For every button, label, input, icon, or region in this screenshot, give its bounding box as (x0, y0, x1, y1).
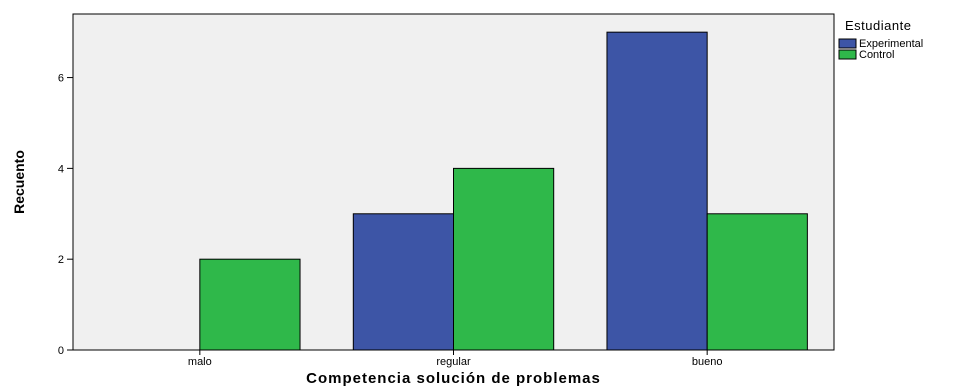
legend-title: Estudiante (845, 18, 911, 33)
x-tick-label-regular: regular (436, 356, 471, 368)
bar-control-malo (199, 258, 301, 351)
axes-layer: 0 2 4 6 malo regular bueno (58, 73, 723, 368)
legend-label-control: Control (859, 49, 894, 61)
y-tick-label: 4 (58, 163, 64, 175)
y-tick-label: 2 (58, 254, 64, 266)
legend-swatch-experimental (838, 38, 857, 49)
bar-control-regular (453, 167, 555, 351)
x-axis-title: Competencia solución de problemas (306, 370, 601, 387)
bar-experimental-regular (352, 213, 454, 351)
y-axis-title: Recuento (11, 150, 27, 214)
bars-layer (199, 31, 808, 351)
bar-control-bueno (706, 213, 808, 351)
x-tick-label-malo: malo (188, 356, 212, 368)
legend-swatch-control (838, 49, 857, 60)
legend-label-experimental: Experimental (859, 38, 923, 50)
bar-experimental-bueno (606, 31, 708, 351)
y-tick-label: 0 (58, 345, 64, 357)
x-tick-label-bueno: bueno (692, 356, 723, 368)
y-tick-label: 6 (58, 73, 64, 85)
